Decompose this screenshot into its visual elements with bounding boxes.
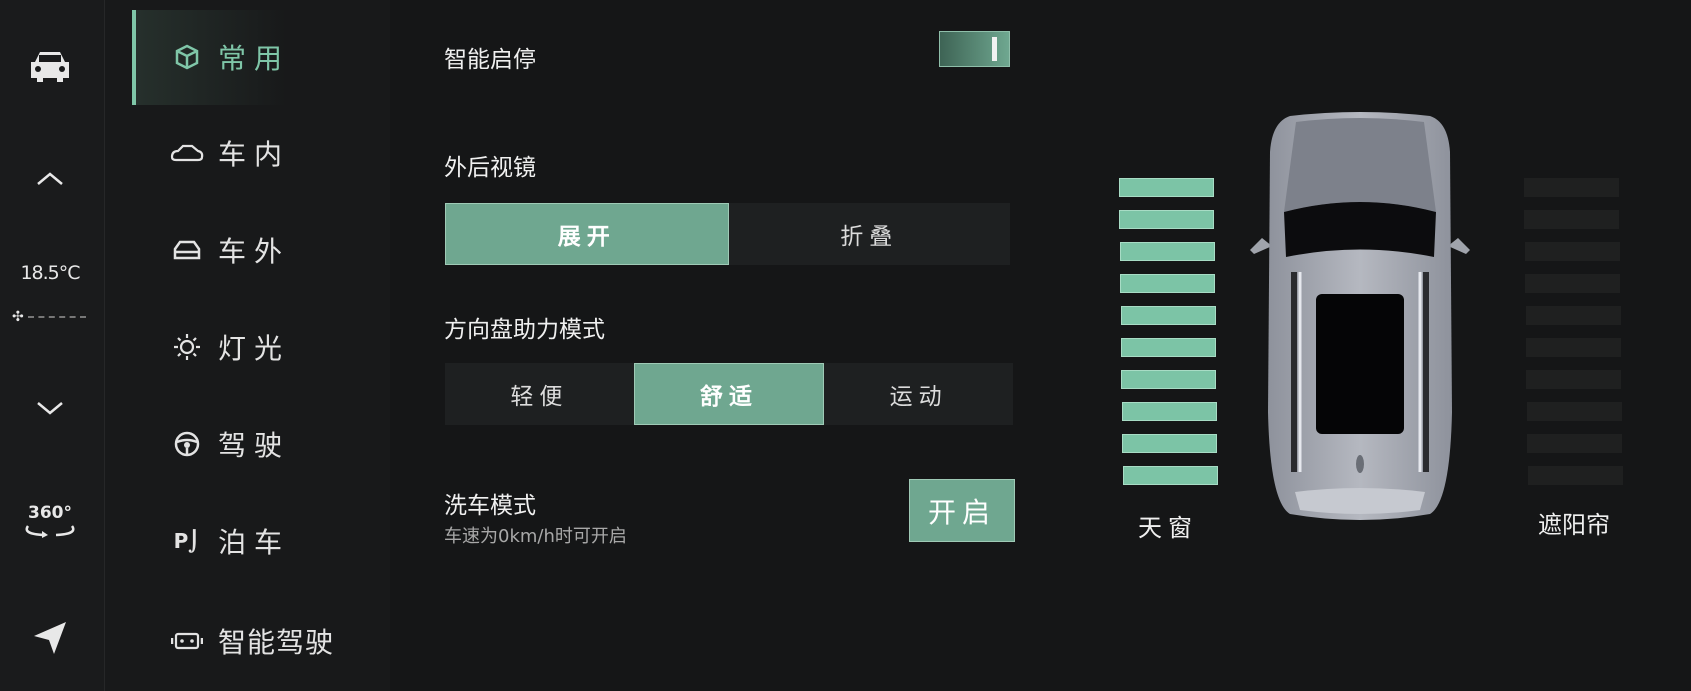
steering-option-comfort[interactable]: 舒适 [633, 363, 825, 425]
sunroof-level-bar[interactable] [1121, 370, 1217, 389]
sun-icon [170, 333, 204, 361]
mirrors-segmented-control: 展开 折叠 [445, 203, 1010, 265]
menu-item-common[interactable]: 常用 [170, 27, 420, 87]
steering-wheel-icon [170, 430, 204, 458]
menu-item-driving[interactable]: 驾驶 [170, 414, 420, 474]
menu-item-parking[interactable]: P⌡ 泊车 [170, 511, 420, 571]
sunroof-level-bar[interactable] [1120, 306, 1216, 325]
steering-assist-label: 方向盘助力模式 [444, 317, 605, 343]
menu-label: 车外 [218, 235, 291, 268]
active-item-highlight [136, 10, 286, 105]
menu-item-interior[interactable]: 车内 [170, 123, 420, 183]
car-top-view-image [1250, 112, 1470, 520]
settings-menu [105, 0, 390, 691]
menu-label: 驾驶 [218, 429, 291, 462]
cube-icon [170, 43, 204, 71]
left-quick-bar: 18.5°C ✣ 360° [0, 0, 105, 691]
mirrors-option-unfold[interactable]: 展开 [445, 203, 729, 265]
car-icon[interactable] [0, 48, 100, 88]
360-label: 360° [28, 503, 72, 523]
car-wash-enable-button[interactable]: 开启 [909, 479, 1015, 542]
shade-level-bar[interactable] [1525, 274, 1621, 293]
steering-option-sport[interactable]: 运动 [889, 384, 948, 410]
shade-level-bar[interactable] [1524, 242, 1620, 261]
menu-item-lights[interactable]: 灯光 [170, 317, 420, 377]
sunroof-label: 天窗 [1138, 514, 1198, 542]
menu-label: 泊车 [218, 526, 291, 559]
menu-label: 灯光 [218, 332, 291, 365]
menu-label: 常用 [218, 42, 291, 75]
car-interior-icon [170, 143, 204, 163]
mirrors-option-fold[interactable]: 折叠 [840, 224, 899, 250]
shade-level-bar[interactable] [1526, 402, 1622, 421]
steering-segmented-control: 轻便 舒适 运动 [445, 363, 1013, 425]
shade-level-bar[interactable] [1527, 466, 1623, 485]
sunroof-level-bar[interactable] [1121, 338, 1216, 357]
shade-level-bar[interactable] [1526, 370, 1622, 389]
toggle-knob [992, 37, 997, 61]
menu-item-exterior[interactable]: 车外 [170, 220, 420, 280]
shade-level-bar[interactable] [1524, 178, 1619, 197]
sunroof-level-bar[interactable] [1119, 210, 1215, 229]
robot-icon [170, 631, 204, 651]
sunshade-label: 遮阳帘 [1538, 511, 1610, 539]
shade-level-bar[interactable] [1524, 210, 1620, 229]
sunroof-level-bar[interactable] [1121, 402, 1217, 421]
auto-stop-label: 智能启停 [444, 47, 536, 73]
car-exterior-icon [170, 239, 204, 261]
fan-icon[interactable]: ✣ [0, 306, 100, 325]
car-wash-label: 洗车模式 [444, 493, 536, 519]
active-indicator [132, 10, 136, 105]
shade-level-bar[interactable] [1525, 306, 1621, 325]
menu-item-smart-driving[interactable]: 智能驾驶 [170, 611, 420, 671]
chevron-up-icon[interactable] [0, 170, 100, 190]
sunroof-level-bar[interactable] [1119, 242, 1215, 261]
sunroof-level-bar[interactable] [1120, 274, 1216, 293]
shade-level-bar[interactable] [1527, 434, 1623, 453]
chevron-down-icon[interactable] [0, 400, 100, 420]
sunroof-level-bar[interactable] [1119, 178, 1214, 197]
sunroof-level-bar[interactable] [1122, 466, 1218, 485]
menu-label: 车内 [218, 138, 291, 171]
360-view-icon[interactable]: 360° [0, 503, 100, 542]
auto-stop-toggle[interactable] [939, 31, 1010, 67]
navigation-icon[interactable] [0, 618, 100, 662]
parking-icon: P⌡ [173, 529, 201, 553]
menu-label: 智能驾驶 [218, 626, 335, 659]
car-wash-hint: 车速为0km/h时可开启 [444, 526, 627, 547]
steering-option-light[interactable]: 轻便 [510, 384, 569, 410]
shade-level-bar[interactable] [1526, 338, 1621, 357]
temperature-readout: 18.5°C [20, 262, 80, 284]
mirrors-label: 外后视镜 [444, 155, 536, 181]
sunroof-level-bar[interactable] [1122, 434, 1218, 453]
